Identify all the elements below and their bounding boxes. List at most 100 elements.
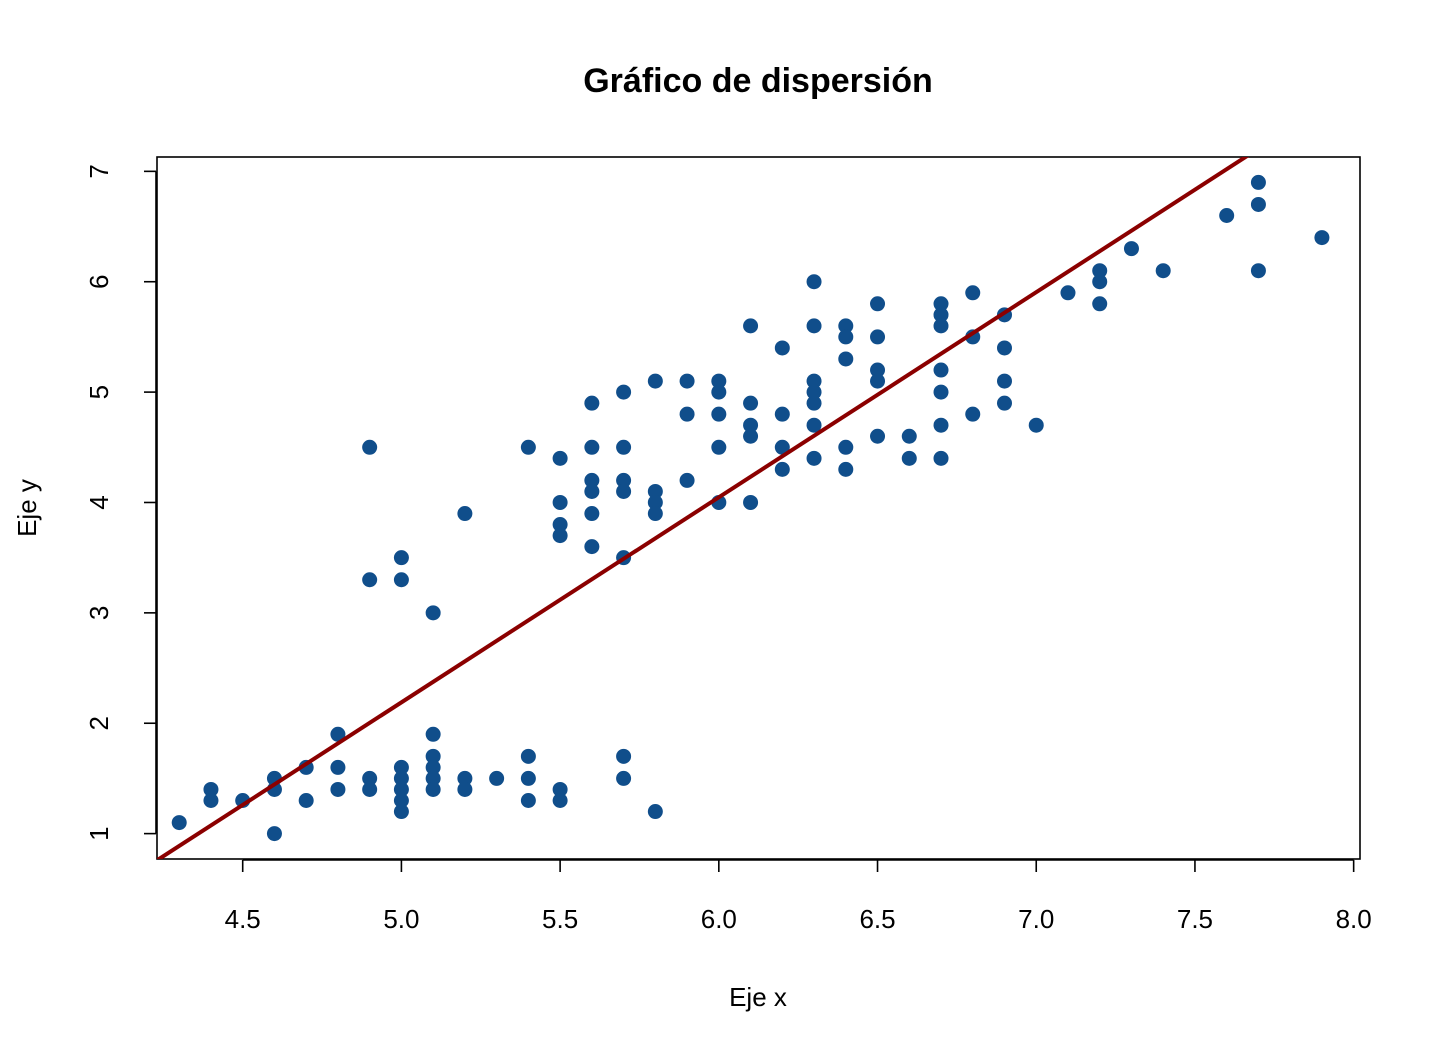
data-point: [552, 528, 568, 544]
x-tick-label: 7.5: [1177, 904, 1213, 934]
data-point: [330, 726, 346, 742]
data-point: [965, 406, 981, 422]
y-tick-label: 5: [84, 385, 114, 399]
data-point: [996, 395, 1012, 411]
data-point: [393, 804, 409, 820]
data-point: [774, 406, 790, 422]
data-point: [1155, 263, 1171, 279]
y-tick-label: 1: [84, 826, 114, 840]
data-point: [1219, 208, 1235, 223]
data-point: [425, 770, 441, 786]
data-point: [679, 406, 695, 422]
regression-line-group: [157, 157, 1250, 859]
data-point: [584, 483, 600, 499]
data-point: [457, 781, 473, 797]
data-point: [806, 417, 822, 433]
data-point: [838, 318, 854, 334]
data-point: [552, 517, 568, 533]
data-point: [584, 539, 600, 555]
data-point: [616, 384, 632, 400]
data-point: [901, 428, 917, 444]
y-axis: 1 2 3 4 5 6 7: [84, 164, 157, 841]
data-point: [933, 296, 949, 312]
data-point: [743, 395, 759, 411]
data-point: [774, 340, 790, 356]
data-point: [870, 296, 886, 312]
x-tick-label: 8.0: [1336, 904, 1372, 934]
data-point: [425, 726, 441, 742]
data-point: [520, 748, 536, 764]
data-point: [647, 494, 663, 510]
y-tick-label: 4: [84, 495, 114, 509]
data-point: [743, 494, 759, 510]
data-point: [616, 483, 632, 499]
data-point: [806, 384, 822, 400]
data-point: [425, 759, 441, 775]
x-tick-label: 7.0: [1018, 904, 1054, 934]
data-point: [838, 439, 854, 455]
data-point: [1028, 417, 1044, 433]
data-point: [616, 748, 632, 764]
data-point: [616, 472, 632, 488]
data-point: [266, 826, 282, 842]
data-point: [1123, 241, 1139, 257]
x-tick-label: 6.0: [701, 904, 737, 934]
data-point: [393, 550, 409, 566]
data-point: [1250, 174, 1266, 190]
data-point: [996, 373, 1012, 389]
data-point: [552, 450, 568, 466]
y-tick-label: 7: [84, 164, 114, 178]
data-point: [1250, 196, 1266, 212]
data-point: [330, 781, 346, 797]
data-point: [743, 318, 759, 334]
data-point: [393, 781, 409, 797]
data-point: [362, 572, 378, 588]
data-point: [1092, 263, 1108, 279]
data-point: [711, 439, 727, 455]
data-point: [965, 285, 981, 301]
data-point: [1314, 230, 1330, 246]
data-point: [1060, 285, 1076, 301]
data-point: [679, 373, 695, 389]
data-point: [933, 307, 949, 323]
data-point: [647, 804, 663, 820]
data-point: [362, 781, 378, 797]
data-point: [425, 605, 441, 621]
y-tick-label: 2: [84, 716, 114, 730]
data-point: [870, 329, 886, 345]
data-point: [1092, 296, 1108, 312]
data-point: [806, 373, 822, 389]
data-point: [616, 439, 632, 455]
data-point: [870, 362, 886, 378]
data-point: [584, 439, 600, 455]
data-points: [171, 174, 1330, 842]
data-point: [806, 450, 822, 466]
data-point: [489, 770, 505, 786]
data-point: [870, 428, 886, 444]
data-point: [520, 770, 536, 786]
data-point: [520, 439, 536, 455]
data-point: [393, 770, 409, 786]
x-axis: 4.5 5.0 5.5 6.0 6.5 7.0 7.5 8.0: [225, 859, 1372, 934]
data-point: [584, 506, 600, 522]
data-point: [552, 793, 568, 808]
data-point: [838, 351, 854, 367]
data-point: [933, 362, 949, 378]
data-point: [616, 770, 632, 786]
data-point: [933, 318, 949, 334]
data-point: [838, 461, 854, 477]
data-point: [1250, 263, 1266, 279]
data-point: [711, 373, 727, 389]
data-point: [584, 395, 600, 411]
data-point: [743, 428, 759, 444]
data-point: [362, 770, 378, 786]
data-point: [774, 461, 790, 477]
data-point: [393, 759, 409, 775]
data-point: [393, 572, 409, 588]
x-axis-label: Eje x: [729, 982, 787, 1012]
data-point: [901, 450, 917, 466]
data-point: [743, 417, 759, 433]
data-point: [203, 781, 219, 797]
data-point: [457, 770, 473, 786]
data-point: [330, 759, 346, 775]
